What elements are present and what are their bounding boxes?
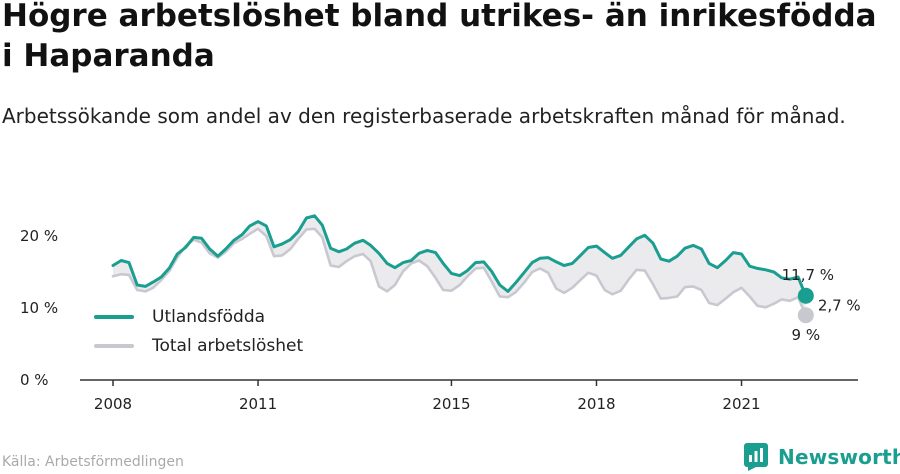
gap-area [113, 215, 806, 316]
legend-label-utlandsfodda: Utlandsfödda [152, 306, 266, 327]
line-chart: 2008 2011 2015 2018 2021 0 % 10 % 20 % 11,7 % 9 … [20, 214, 861, 413]
gap-label: 2,7 % [818, 296, 861, 314]
chart-title: Högre arbetslöshet bland utrikes- än inr… [2, 0, 877, 74]
legend-label-total: Total arbetslöshet [152, 335, 304, 356]
x-tick-label-2011: 2011 [239, 395, 277, 413]
chart-subtitle: Arbetssökande som andel av den registerb… [2, 104, 846, 128]
source-note: Källa: Arbetsförmedlingen [2, 454, 184, 470]
end-label-utlandsfodda: 11,7 % [782, 266, 834, 284]
end-point-total [797, 307, 814, 324]
end-label-total: 9 % [792, 326, 821, 344]
y-tick-label-20: 20 % [20, 227, 58, 245]
newsworthy-logo: Newsworthy [744, 440, 900, 474]
x-tick-label-2021: 2021 [722, 395, 760, 413]
y-tick-label-0: 0 % [20, 371, 49, 389]
y-tick-label-10: 10 % [20, 299, 58, 317]
x-tick-label-2015: 2015 [432, 395, 470, 413]
legend-swatch-total [94, 343, 134, 348]
x-tick-label-2018: 2018 [577, 395, 615, 413]
legend-swatch-utlandsfodda [94, 314, 134, 319]
series-line-utlandsfodda [111, 214, 808, 298]
x-tick-label-2008: 2008 [94, 395, 132, 413]
legend-item-utlandsfodda: Utlandsfödda [94, 302, 303, 331]
legend-item-total: Total arbetslöshet [94, 331, 303, 360]
series-line-total [111, 227, 808, 317]
newsworthy-logo-text: Newsworthy [778, 445, 900, 469]
newsworthy-logo-icon [744, 443, 768, 471]
chart-legend: Utlandsfödda Total arbetslöshet [84, 298, 314, 364]
end-point-utlandsfodda [797, 287, 814, 304]
